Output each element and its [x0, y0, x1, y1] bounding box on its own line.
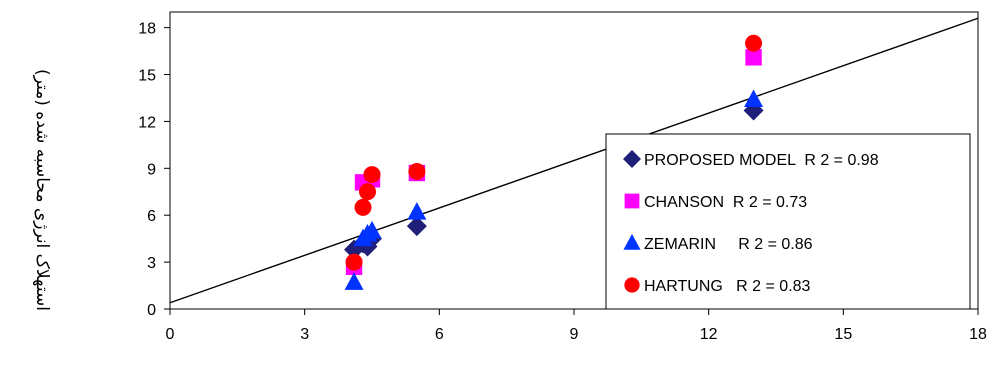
x-tick-label: 18 — [969, 326, 987, 343]
data-point-circle — [408, 163, 425, 180]
legend-label: HARTUNG R 2 = 0.83 — [644, 278, 811, 295]
data-point-circle — [346, 254, 363, 271]
y-tick-label: 6 — [147, 208, 156, 225]
y-tick-label: 0 — [147, 302, 156, 319]
legend: PROPOSED MODEL R 2 = 0.98 CHANSON R 2 = 0… — [606, 134, 970, 309]
data-point-circle — [359, 183, 376, 200]
legend-label: ZEMARIN R 2 = 0.86 — [644, 236, 813, 253]
legend-label: CHANSON R 2 = 0.73 — [644, 194, 807, 211]
y-tick-label: 9 — [147, 161, 156, 178]
data-point-circle — [745, 35, 762, 52]
y-tick-label: 15 — [138, 68, 156, 85]
legend-marker-square — [625, 194, 640, 209]
y-tick-label: 12 — [138, 114, 156, 131]
y-axis-label: استهلاک انرژی محاسبه شده (متر) — [32, 69, 52, 311]
x-tick-label: 12 — [700, 326, 718, 343]
y-tick-label: 18 — [138, 21, 156, 38]
y-tick-label: 3 — [147, 255, 156, 272]
x-tick-label: 3 — [300, 326, 309, 343]
x-tick-label: 15 — [834, 326, 852, 343]
data-point-circle — [355, 199, 372, 216]
x-tick-label: 9 — [570, 326, 579, 343]
legend-marker-circle — [624, 277, 639, 292]
legend-label: PROPOSED MODEL R 2 = 0.98 — [644, 152, 879, 169]
x-tick-label: 6 — [435, 326, 444, 343]
data-point-circle — [364, 166, 381, 183]
x-tick-label: 0 — [166, 326, 175, 343]
